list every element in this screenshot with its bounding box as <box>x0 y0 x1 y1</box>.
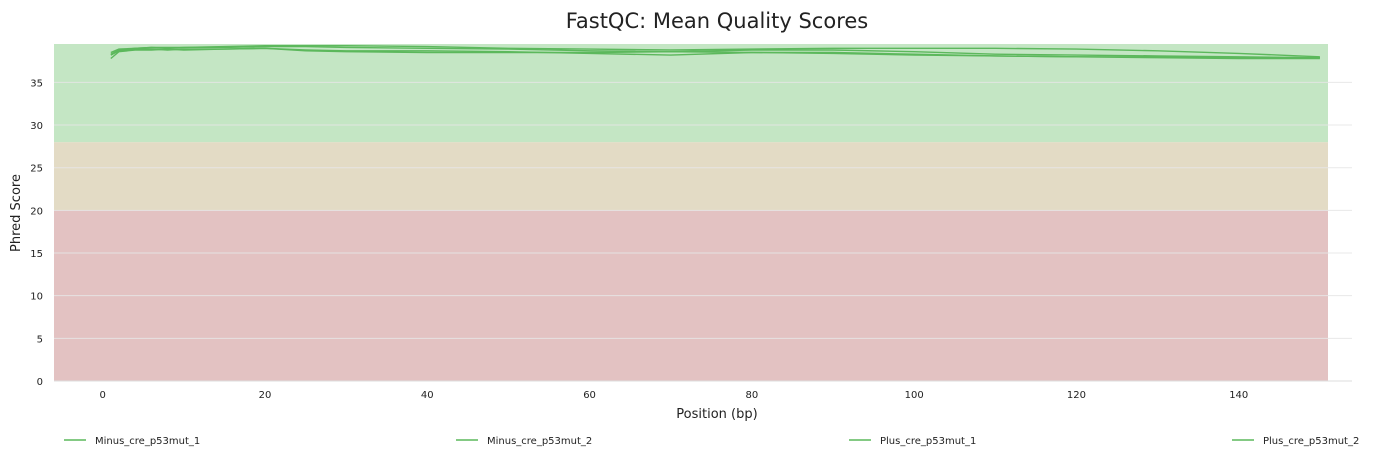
legend-item[interactable]: Plus_cre_p53mut_1 <box>849 436 976 447</box>
x-tick-label: 60 <box>583 390 596 401</box>
legend-label: Minus_cre_p53mut_1 <box>95 436 200 447</box>
legend-item[interactable]: Minus_cre_p53mut_2 <box>456 436 592 447</box>
series-line-4 <box>110 45 1320 59</box>
quality-bands <box>54 44 1328 381</box>
series-lines <box>110 45 1320 60</box>
y-tick-label: 30 <box>30 121 43 132</box>
x-tick-label: 0 <box>100 390 106 401</box>
x-tick-label: 100 <box>905 390 924 401</box>
chart-title: FastQC: Mean Quality Scores <box>566 9 869 33</box>
quality-band-2 <box>54 44 1328 143</box>
y-tick-label: 0 <box>37 377 43 388</box>
legend-label: Minus_cre_p53mut_2 <box>487 436 592 447</box>
y-axis-ticks: 0 5 10 15 20 25 30 35 <box>30 78 43 388</box>
x-tick-label: 140 <box>1229 390 1248 401</box>
y-axis-label: Phred Score <box>9 174 24 252</box>
legend-item[interactable]: Plus_cre_p53mut_2 <box>1232 436 1359 447</box>
series-line-3 <box>110 47 1320 59</box>
x-tick-label: 80 <box>745 390 758 401</box>
y-tick-label: 5 <box>37 334 43 345</box>
legend-label: Plus_cre_p53mut_2 <box>1263 436 1359 447</box>
y-tick-label: 25 <box>30 164 43 175</box>
legend-item[interactable]: Minus_cre_p53mut_1 <box>64 436 200 447</box>
x-axis-label: Position (bp) <box>676 407 757 422</box>
x-tick-label: 20 <box>259 390 272 401</box>
y-tick-label: 10 <box>30 292 43 303</box>
legend-label: Plus_cre_p53mut_1 <box>880 436 976 447</box>
y-tick-label: 15 <box>30 249 43 260</box>
quality-band-1 <box>54 142 1328 211</box>
x-tick-label: 120 <box>1067 390 1086 401</box>
y-tick-label: 20 <box>30 206 43 217</box>
x-tick-label: 40 <box>421 390 434 401</box>
gridlines <box>54 81 1352 382</box>
legend: Minus_cre_p53mut_1 Minus_cre_p53mut_2 Plus… <box>64 436 1359 447</box>
y-tick-label: 35 <box>30 78 43 89</box>
x-axis-ticks: 0 20 40 60 80 100 120 140 <box>100 390 1249 401</box>
